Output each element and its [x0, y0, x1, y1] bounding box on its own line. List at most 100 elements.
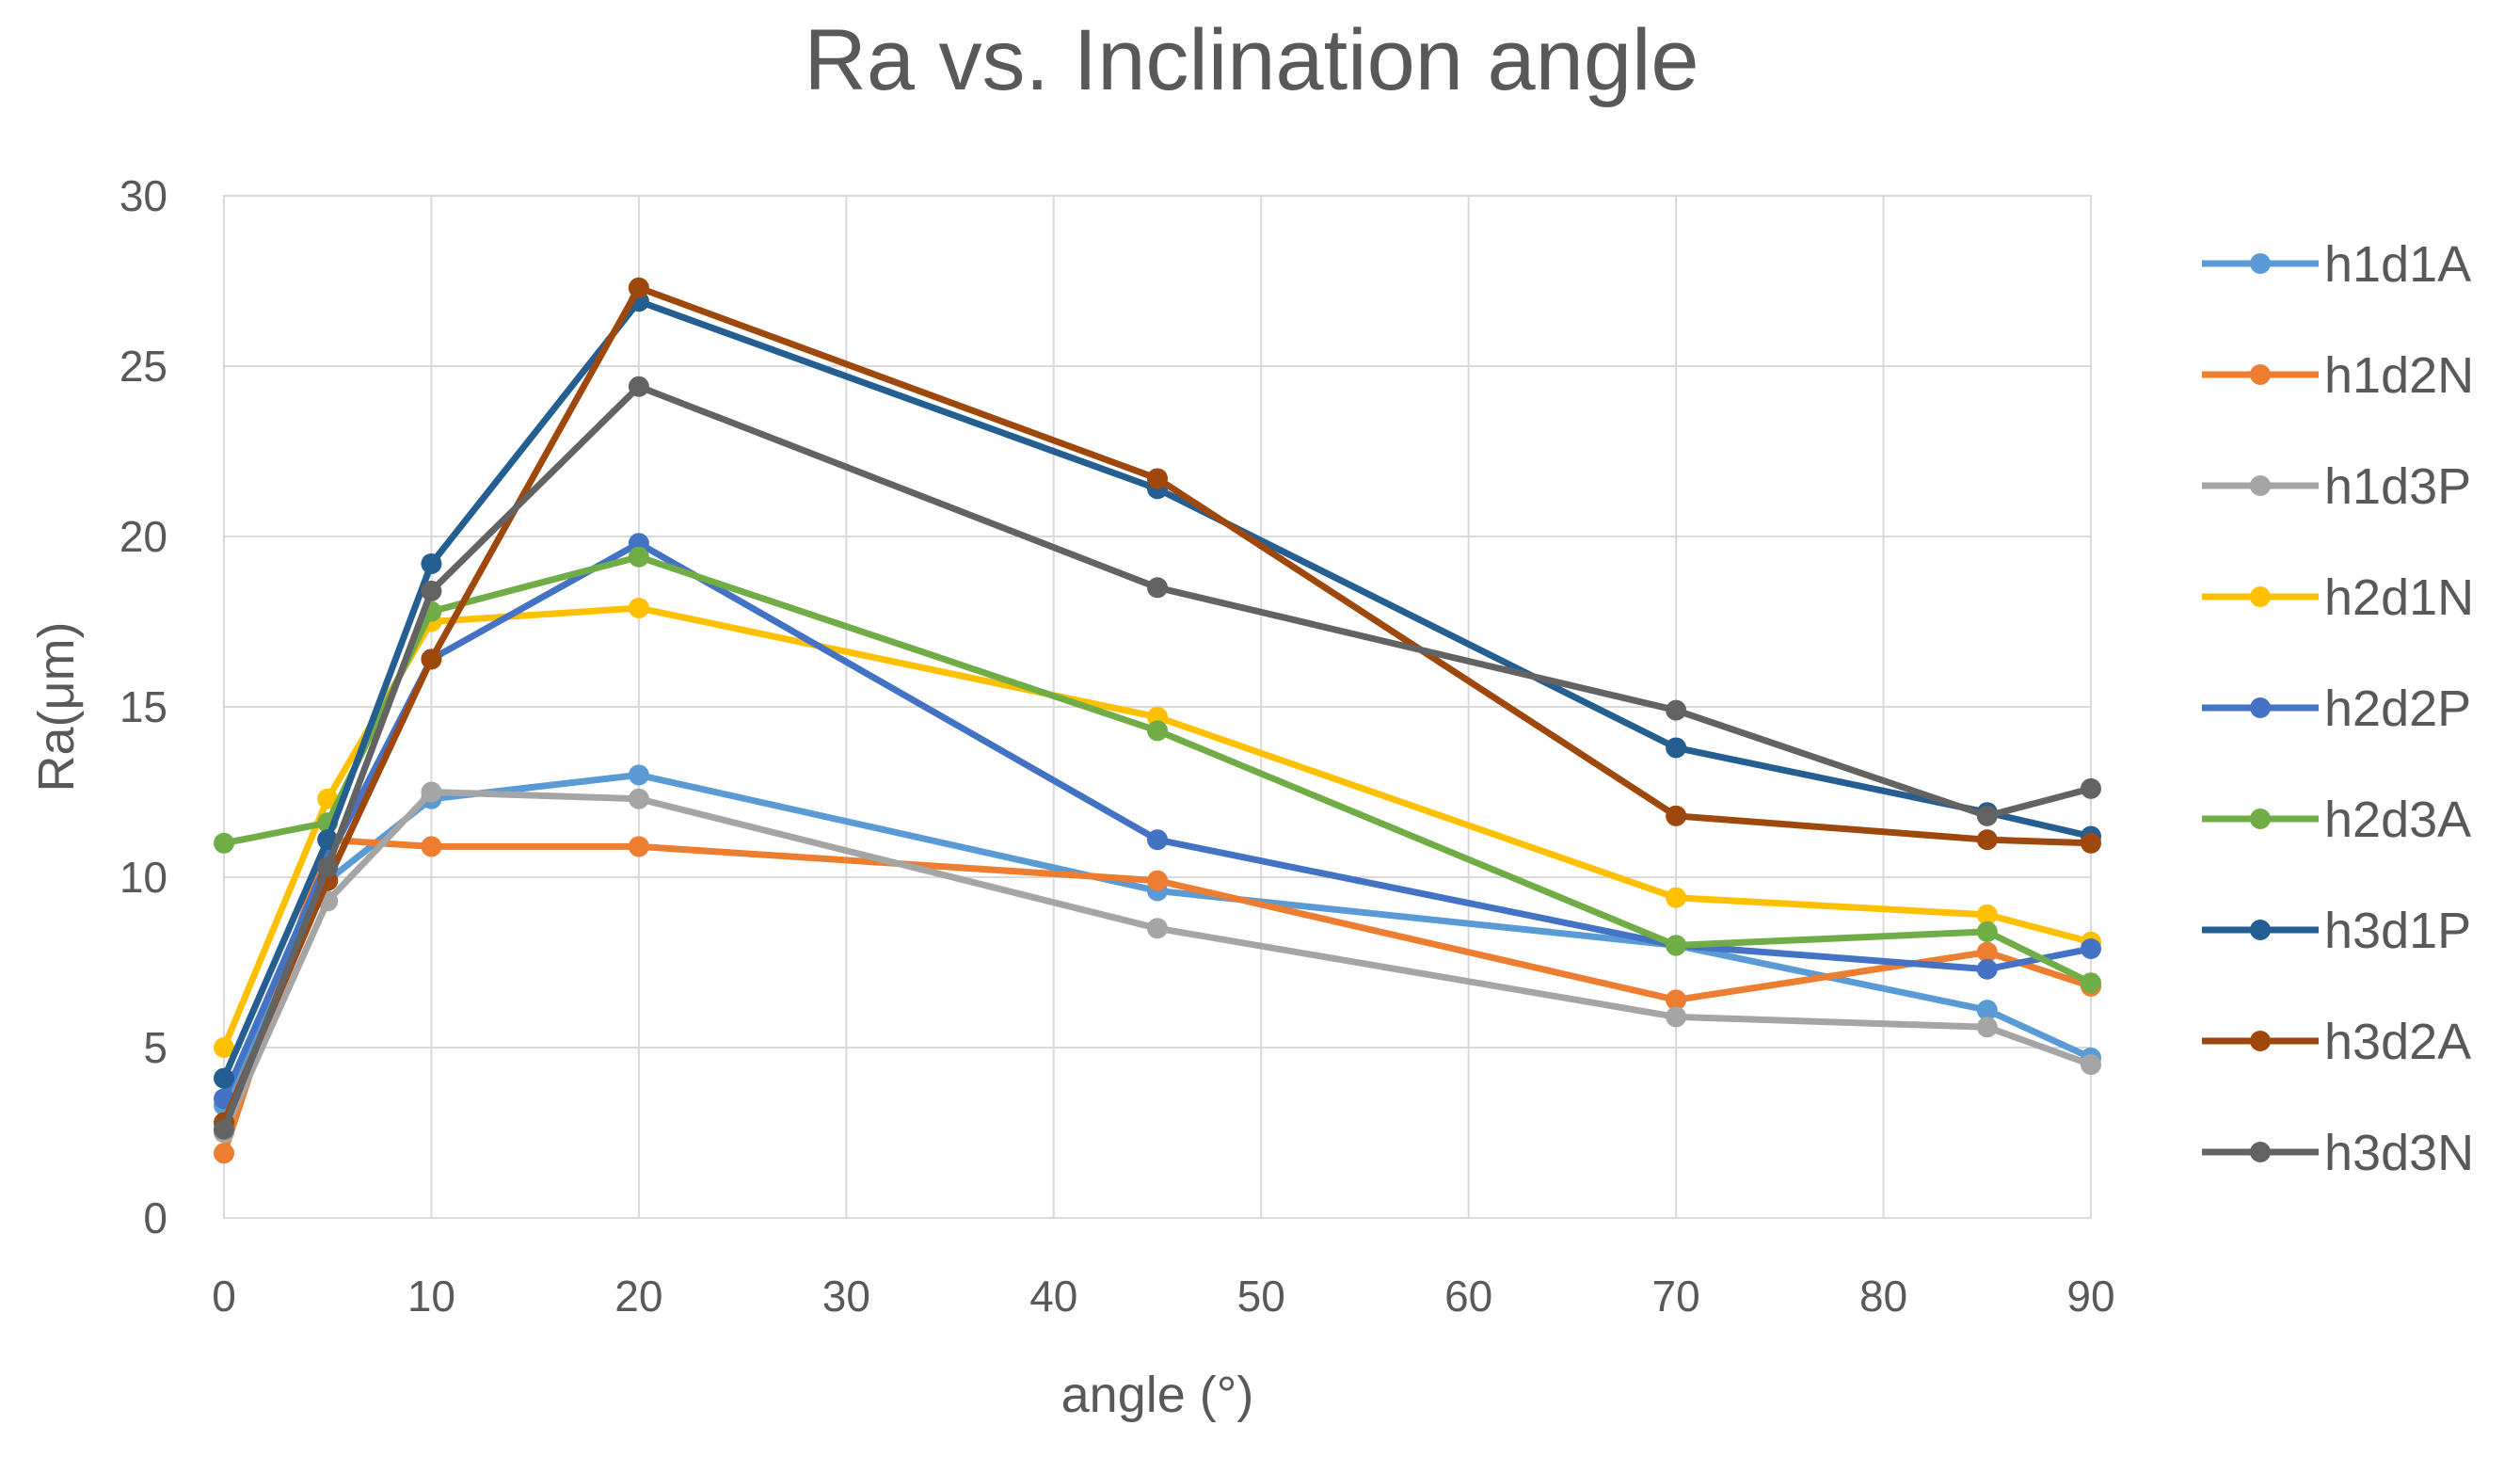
- legend-item-h2d3A: h2d3A: [2202, 792, 2471, 848]
- series-h3d3N: [214, 376, 2101, 1140]
- y-tick-label: 0: [143, 1193, 167, 1242]
- data-point-h3d2A: [628, 277, 649, 298]
- data-point-h1d3P: [2081, 1054, 2101, 1076]
- y-axis-title: Ra(μm): [28, 621, 85, 792]
- data-point-h1d1A: [628, 764, 649, 786]
- legend-swatch-marker: [2250, 920, 2271, 940]
- legend-item-h1d2N: h1d2N: [2202, 347, 2474, 404]
- data-point-h3d3N: [1666, 699, 1687, 721]
- x-tick-label: 20: [614, 1272, 662, 1321]
- data-point-h3d3N: [421, 580, 442, 601]
- data-point-h1d3P: [628, 788, 649, 809]
- x-tick-label: 10: [407, 1272, 455, 1321]
- legend-swatch-marker: [2250, 809, 2271, 829]
- y-tick-label: 10: [120, 853, 167, 902]
- data-point-h3d2A: [2081, 832, 2101, 854]
- legend-swatch-marker: [2250, 1142, 2271, 1162]
- legend-swatch-marker: [2250, 586, 2271, 607]
- data-point-h2d2P: [2081, 938, 2101, 960]
- data-point-h1d2N: [421, 836, 442, 857]
- legend-label: h1d3P: [2324, 458, 2471, 515]
- series-line-h2d2P: [220, 539, 2095, 1102]
- data-point-h3d2A: [1976, 829, 1998, 851]
- series-lines: [214, 277, 2101, 1164]
- data-point-h2d3A: [1666, 935, 1687, 956]
- data-point-h2d1N: [1666, 887, 1687, 908]
- legend-swatch-marker: [2250, 697, 2271, 718]
- legend-item-h2d1N: h2d1N: [2202, 569, 2474, 626]
- data-point-h3d3N: [214, 1118, 234, 1140]
- data-point-h3d1P: [421, 552, 442, 574]
- data-point-h3d3N: [1976, 805, 1998, 826]
- legend-label: h2d1N: [2324, 569, 2474, 626]
- y-tick-label: 25: [120, 342, 167, 391]
- data-point-h2d1N: [214, 1037, 234, 1058]
- data-point-h1d3P: [1147, 918, 1168, 939]
- data-point-h1d2N: [1147, 870, 1168, 891]
- x-tick-label: 70: [1652, 1272, 1700, 1321]
- data-point-h3d1P: [214, 1067, 234, 1089]
- data-point-h3d2A: [421, 648, 442, 670]
- x-tick-label: 60: [1444, 1272, 1492, 1321]
- x-tick-label: 0: [212, 1272, 236, 1321]
- legend-swatch-marker: [2250, 253, 2271, 274]
- legend-label: h3d3N: [2324, 1125, 2474, 1181]
- legend-item-h3d1P: h3d1P: [2202, 903, 2471, 959]
- legend-item-h2d2P: h2d2P: [2202, 680, 2471, 737]
- data-point-h3d3N: [2081, 777, 2101, 799]
- data-point-h1d2N: [214, 1143, 234, 1164]
- legend-label: h2d2P: [2324, 680, 2471, 737]
- x-tick-label: 40: [1029, 1272, 1077, 1321]
- data-point-h1d2N: [1976, 941, 1998, 963]
- series-line-h3d2A: [220, 284, 2095, 1127]
- series-line-h2d1N: [220, 604, 2095, 1051]
- legend-item-h1d3P: h1d3P: [2202, 458, 2471, 515]
- y-tick-label: 30: [120, 171, 167, 220]
- data-point-h2d3A: [1147, 720, 1168, 742]
- y-tick-label: 15: [120, 682, 167, 731]
- x-tick-label: 50: [1237, 1272, 1285, 1321]
- data-point-h2d3A: [628, 546, 649, 568]
- data-point-h2d3A: [1976, 921, 1998, 942]
- x-tick-label: 90: [2066, 1272, 2114, 1321]
- data-point-h2d1N: [317, 788, 339, 809]
- x-tick-label: 30: [822, 1272, 870, 1321]
- series-line-h1d3P: [220, 789, 2095, 1136]
- legend-item-h1d1A: h1d1A: [2202, 236, 2471, 293]
- plot-area: [223, 195, 2092, 1219]
- x-tick-labels: 0 10 20 30 40 50 60 70 80 90: [212, 1272, 2114, 1321]
- data-point-h1d1A: [1976, 1000, 1998, 1021]
- legend-label: h3d1P: [2324, 903, 2471, 959]
- data-point-h2d2P: [1147, 829, 1168, 851]
- legend-swatch-marker: [2250, 1031, 2271, 1051]
- series-h1d3P: [214, 781, 2101, 1144]
- data-point-h1d3P: [1666, 1006, 1687, 1028]
- legend-label: h1d1A: [2324, 236, 2471, 293]
- data-point-h2d1N: [1976, 904, 1998, 925]
- series-h3d2A: [214, 277, 2101, 1133]
- data-point-h3d1P: [1666, 737, 1687, 759]
- series-line-h3d3N: [220, 383, 2095, 1133]
- chart-title: Ra vs. Inclination angle: [804, 12, 1699, 108]
- series-line-h3d1P: [220, 297, 2095, 1082]
- legend-label: h3d2A: [2324, 1014, 2471, 1070]
- data-point-h3d2A: [1666, 805, 1687, 826]
- legend-swatch-marker: [2250, 475, 2271, 496]
- series-h1d2N: [214, 829, 2101, 1164]
- data-point-h3d3N: [628, 376, 649, 397]
- legend-swatch-marker: [2250, 364, 2271, 385]
- data-point-h3d3N: [317, 857, 339, 878]
- legend-item-h3d3N: h3d3N: [2202, 1125, 2474, 1181]
- data-point-h1d3P: [1976, 1017, 1998, 1038]
- x-tick-label: 80: [1859, 1272, 1907, 1321]
- data-point-h2d1N: [628, 598, 649, 619]
- data-point-h1d3P: [421, 781, 442, 803]
- data-point-h2d2P: [1976, 958, 1998, 980]
- y-tick-label: 20: [120, 512, 167, 561]
- legend-label: h1d2N: [2324, 347, 2474, 404]
- y-tick-labels: 0 5 10 15 20 25 30: [120, 171, 167, 1242]
- data-point-h2d3A: [214, 832, 234, 854]
- data-point-h1d2N: [628, 836, 649, 857]
- series-h3d1P: [214, 291, 2101, 1089]
